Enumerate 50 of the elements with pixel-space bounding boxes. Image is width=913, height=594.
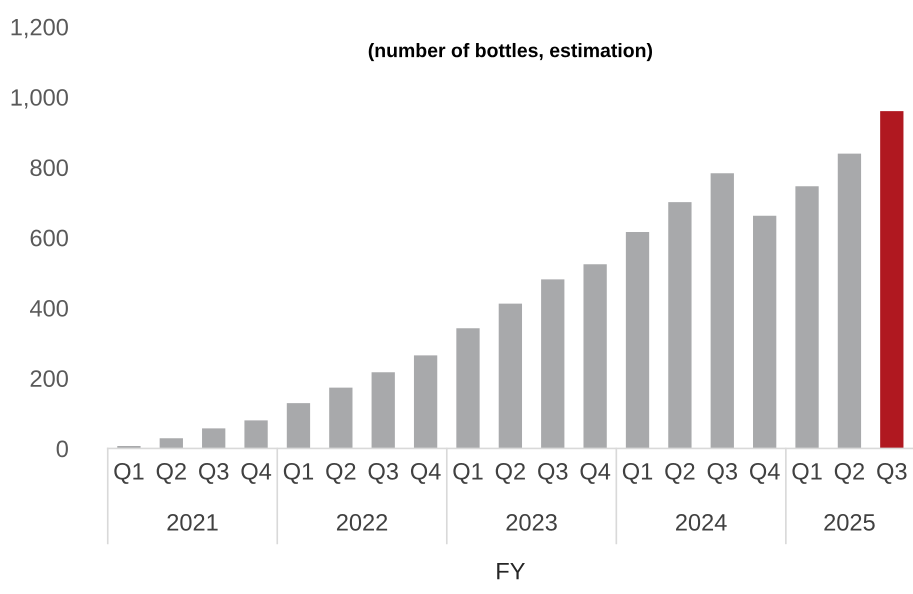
x-tick-label: Q2 — [156, 462, 186, 484]
text: 2024 — [676, 514, 727, 531]
bar — [541, 279, 564, 448]
x-tick-label: Q3 — [877, 462, 907, 484]
x-tick-label: Q3 — [538, 462, 568, 484]
bar — [202, 428, 226, 448]
bar — [668, 202, 692, 448]
bar — [880, 111, 904, 448]
x-tick-label: Q1 — [114, 462, 144, 484]
x-tick-label: Q3 — [708, 462, 737, 484]
text: 2021 — [167, 514, 218, 531]
y-tick-label: 1,200 — [12, 18, 68, 38]
y-tick-label: 200 — [30, 370, 68, 387]
x-tick-label: Q4 — [241, 462, 272, 484]
x-axis-title: FY — [497, 563, 525, 580]
x-tick-label: Q1 — [792, 462, 822, 484]
text: (number of bottles, estimation) — [368, 42, 652, 62]
bar — [372, 372, 395, 448]
text: 2022 — [336, 514, 388, 531]
bar — [498, 304, 522, 448]
x-tick-label: Q2 — [496, 462, 525, 484]
y-tick-label: 0 — [56, 440, 68, 458]
y-tick-label: 800 — [30, 159, 68, 176]
bar — [244, 420, 268, 448]
text: 2025 — [824, 514, 875, 531]
bar — [626, 232, 650, 448]
x-tick-label: Q1 — [453, 462, 483, 484]
x-tick-label: Q4 — [750, 462, 780, 484]
x-tick-label: Q1 — [284, 462, 314, 484]
bar — [710, 173, 734, 448]
bar — [838, 154, 862, 448]
bar — [329, 388, 352, 448]
x-tick-label: Q2 — [665, 462, 694, 484]
x-tick-label: Q1 — [622, 462, 652, 484]
bar — [414, 355, 438, 448]
bar — [456, 328, 480, 448]
y-tick-label: 1,000 — [12, 89, 68, 109]
x-tick-label: Q4 — [580, 462, 610, 484]
x-tick-label: Q3 — [199, 462, 228, 484]
x-tick-label: Q4 — [410, 462, 441, 484]
bar — [583, 264, 607, 448]
x-tick-label: Q2 — [326, 462, 356, 484]
bar — [286, 403, 310, 448]
y-tick-label: 600 — [30, 230, 68, 246]
x-tick-label: Q2 — [834, 462, 864, 484]
bar — [795, 186, 819, 448]
bar — [753, 216, 776, 448]
y-tick-label: 400 — [30, 300, 68, 317]
x-tick-label: Q3 — [368, 462, 398, 484]
text: 2023 — [506, 514, 557, 531]
